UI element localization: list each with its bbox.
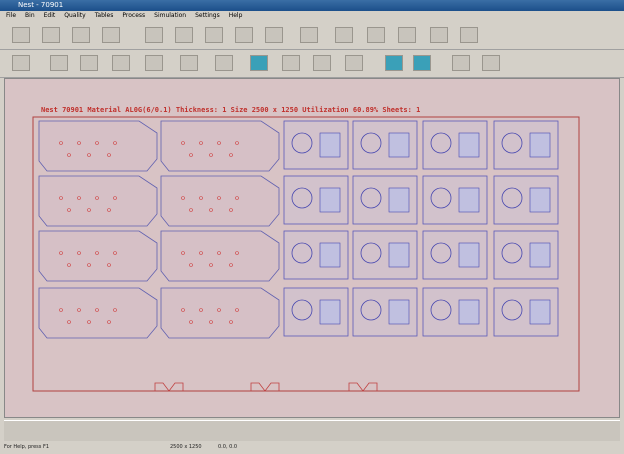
status-help: For Help, press F1: [4, 441, 49, 454]
toolbar-button[interactable]: [112, 55, 130, 71]
toolbar-button[interactable]: [482, 55, 500, 71]
toolbar-button[interactable]: [205, 27, 223, 43]
status-size: 2500 x 1250: [170, 441, 202, 454]
part-feature: [530, 133, 550, 157]
nest-view: Nest 70901 Material AL0G(6/0.1) Thicknes…: [5, 79, 619, 417]
status-bar: For Help, press F1 2500 x 1250 0.0, 0.0: [0, 441, 624, 454]
toolbar-button[interactable]: [235, 27, 253, 43]
toolbar-button[interactable]: [313, 55, 331, 71]
large-part: [161, 231, 279, 281]
toolbar-button[interactable]: [452, 55, 470, 71]
menu-item[interactable]: Edit: [44, 11, 56, 21]
large-part: [161, 176, 279, 226]
menu-item[interactable]: Settings: [195, 11, 220, 21]
menu-item[interactable]: Help: [229, 11, 243, 21]
part-feature: [389, 133, 409, 157]
large-part: [39, 121, 157, 171]
remnant-mark: [349, 383, 377, 391]
part-feature: [459, 133, 479, 157]
toolbar-button[interactable]: [430, 27, 448, 43]
sheet-info: Nest 70901 Material AL0G(6/0.1) Thicknes…: [41, 106, 420, 114]
part-feature: [320, 300, 340, 324]
part-feature: [530, 300, 550, 324]
part-feature: [530, 243, 550, 267]
menu-bar: File Bin Edit Quality Tables Process Simulatio…: [0, 11, 624, 21]
toolbar-button[interactable]: [50, 55, 68, 71]
toolbar-button[interactable]: [145, 27, 163, 43]
part-feature: [389, 243, 409, 267]
part-feature: [459, 188, 479, 212]
menu-item[interactable]: File: [6, 11, 16, 21]
toolbar-button[interactable]: [300, 27, 318, 43]
large-part: [161, 288, 279, 338]
menu-item[interactable]: Process: [122, 11, 145, 21]
toolbar: [0, 21, 624, 50]
toolbar-button[interactable]: [398, 27, 416, 43]
menu-item[interactable]: Simulation: [154, 11, 186, 21]
toolbar-button[interactable]: [80, 55, 98, 71]
part-feature: [320, 188, 340, 212]
toolbar-button[interactable]: [265, 27, 283, 43]
part-feature: [459, 243, 479, 267]
remnant-mark: [155, 383, 183, 391]
menu-item[interactable]: Tables: [95, 11, 114, 21]
part-feature: [530, 188, 550, 212]
toolbar-button[interactable]: [385, 55, 403, 71]
toolbar-button[interactable]: [335, 27, 353, 43]
toolbar-button[interactable]: [282, 55, 300, 71]
large-part: [161, 121, 279, 171]
part-feature: [320, 133, 340, 157]
toolbar-button[interactable]: [460, 27, 478, 43]
app-window: Nest - 70901 File Bin Edit Quality Tables Pro…: [0, 0, 624, 454]
toolbar-button[interactable]: [250, 55, 268, 71]
part-feature: [389, 188, 409, 212]
toolbar-button[interactable]: [42, 27, 60, 43]
menu-item[interactable]: Quality: [64, 11, 85, 21]
toolbar-button[interactable]: [180, 55, 198, 71]
toolbar-button[interactable]: [12, 27, 30, 43]
toolbar-button[interactable]: [215, 55, 233, 71]
toolbar-button[interactable]: [145, 55, 163, 71]
toolbar: [0, 49, 624, 78]
toolbar-button[interactable]: [102, 27, 120, 43]
title-bar: Nest - 70901: [0, 0, 624, 11]
toolbar-button[interactable]: [12, 55, 30, 71]
remnant-mark: [251, 383, 279, 391]
status-coords: 0.0, 0.0: [218, 441, 237, 454]
toolbar-button[interactable]: [175, 27, 193, 43]
toolbar-button[interactable]: [72, 27, 90, 43]
large-part: [39, 231, 157, 281]
part-feature: [459, 300, 479, 324]
toolbar-button[interactable]: [345, 55, 363, 71]
horizontal-scrollbar[interactable]: [4, 420, 620, 441]
drawing-area: Nest 70901 Material AL0G(6/0.1) Thicknes…: [4, 78, 620, 418]
part-feature: [389, 300, 409, 324]
menu-item[interactable]: Bin: [25, 11, 35, 21]
part-feature: [320, 243, 340, 267]
large-part: [39, 288, 157, 338]
toolbar-button[interactable]: [413, 55, 431, 71]
large-part: [39, 176, 157, 226]
toolbar-button[interactable]: [367, 27, 385, 43]
